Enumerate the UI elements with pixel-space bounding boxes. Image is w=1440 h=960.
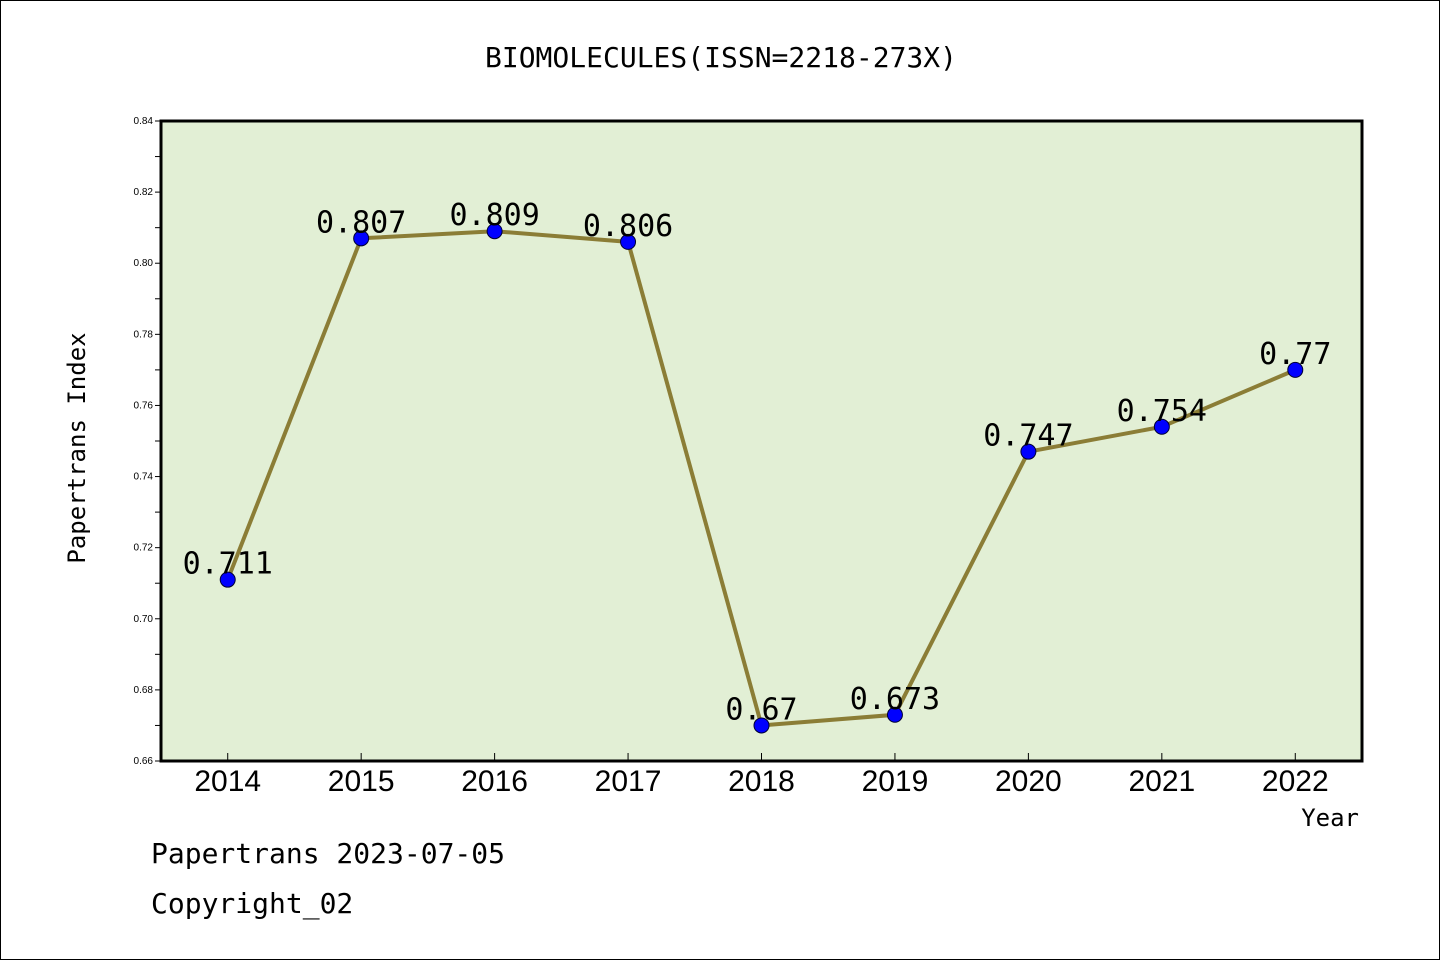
x-tick-label: 2017 — [595, 765, 662, 798]
data-point — [753, 717, 770, 734]
footer-copyright: Copyright_02 — [151, 887, 354, 920]
y-axis: 0.66 0.68 0.70 0.72 0.74 0.76 0.78 0.80 0.82 0.84 — [134, 116, 161, 767]
x-tick-label: 2015 — [328, 765, 395, 798]
x-tick-label: 2022 — [1262, 765, 1329, 798]
data-point — [1287, 361, 1304, 378]
x-axis: 2014 2015 2016 2017 2018 2019 2020 2021 2022 — [194, 753, 1329, 798]
x-tick-label: 2021 — [1128, 765, 1195, 798]
data-point — [1020, 443, 1037, 460]
y-axis-label: Papertrans Index — [63, 332, 91, 563]
y-tick-label: 0.72 — [134, 543, 154, 554]
data-label: 0.747 — [983, 419, 1073, 454]
y-tick-label: 0.74 — [134, 472, 154, 483]
data-label: 0.807 — [316, 205, 406, 240]
data-label: 0.754 — [1117, 394, 1207, 429]
data-label: 0.67 — [725, 692, 797, 727]
y-tick-label: 0.76 — [134, 400, 154, 411]
footer-date: Papertrans 2023-07-05 — [151, 837, 506, 870]
x-tick-label: 2018 — [728, 765, 795, 798]
data-label: 0.673 — [850, 682, 940, 717]
x-tick-label: 2014 — [194, 765, 261, 798]
data-labels: 0.711 0.807 0.809 0.806 0.67 0.673 0.747 0.754 0… — [183, 198, 1332, 727]
x-tick-label: 2019 — [862, 765, 929, 798]
y-tick-label: 0.68 — [134, 685, 154, 696]
y-tick-label: 0.80 — [134, 258, 154, 269]
x-axis-label: Year — [1301, 804, 1359, 832]
data-label: 0.77 — [1259, 337, 1331, 372]
x-tick-label: 2020 — [995, 765, 1062, 798]
plot-area — [159, 119, 1364, 763]
y-tick-label: 0.70 — [134, 614, 154, 625]
data-label: 0.809 — [449, 198, 539, 233]
y-tick-label: 0.78 — [134, 329, 154, 340]
data-point — [620, 233, 637, 250]
y-tick-label: 0.82 — [134, 187, 154, 198]
data-label: 0.806 — [583, 209, 673, 244]
data-point — [353, 230, 370, 247]
data-point — [486, 223, 503, 240]
data-markers — [219, 223, 1304, 734]
y-tick-label: 0.66 — [134, 756, 154, 767]
y-tick-label: 0.84 — [134, 116, 154, 127]
chart-title: BIOMOLECULES(ISSN=2218-273X) — [485, 41, 957, 74]
data-point — [219, 571, 236, 588]
data-point — [886, 706, 903, 723]
x-tick-label: 2016 — [461, 765, 528, 798]
data-point — [1153, 418, 1170, 435]
data-label: 0.711 — [183, 547, 273, 582]
